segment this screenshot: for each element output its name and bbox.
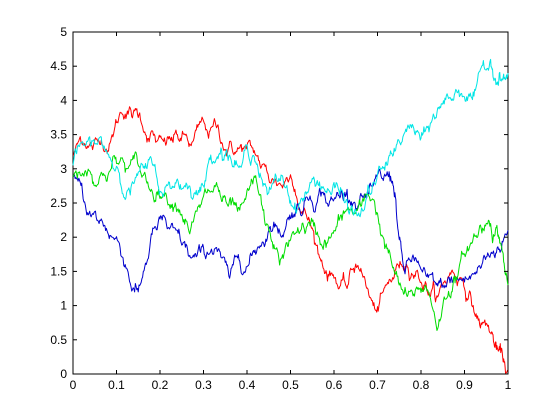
series-layer xyxy=(72,58,509,375)
y-tick-label: 3 xyxy=(60,162,67,176)
x-tick-label: 0.2 xyxy=(152,378,169,392)
y-tick-label: 3.5 xyxy=(50,128,67,142)
y-tick-label: 2 xyxy=(60,230,67,244)
x-tick-label: 0.9 xyxy=(456,378,473,392)
y-tick-label: 5 xyxy=(60,25,67,39)
x-tick-label: 0.3 xyxy=(195,378,212,392)
x-tick-label: 0 xyxy=(70,378,77,392)
x-tick-label: 0.1 xyxy=(108,378,125,392)
x-tick-label: 0.4 xyxy=(239,378,256,392)
x-tick-label: 0.5 xyxy=(282,378,299,392)
y-tick-label: 4.5 xyxy=(50,59,67,73)
y-tick-label: 0.5 xyxy=(50,333,67,347)
x-tick-label: 0.6 xyxy=(326,378,343,392)
series-line-3 xyxy=(72,151,509,331)
series-line-2 xyxy=(72,168,509,293)
y-tick-label: 1.5 xyxy=(50,264,67,278)
x-tick-label: 0.8 xyxy=(413,378,430,392)
series-line-4 xyxy=(72,58,509,218)
y-tick-label: 2.5 xyxy=(50,196,67,210)
x-tick-label: 1 xyxy=(505,378,512,392)
y-tick-label: 4 xyxy=(60,93,67,107)
y-tick-label: 1 xyxy=(60,299,67,313)
y-tick-label: 0 xyxy=(60,367,67,381)
x-tick-label: 0.7 xyxy=(369,378,386,392)
y-axis-ticks: 0 0.5 1 1.5 2 2.5 3 3.5 4 4.5 5 xyxy=(50,25,508,381)
x-axis-ticks: 0 0.1 0.2 0.3 0.4 0.5 0.6 0.7 0.8 0.9 1 xyxy=(70,32,512,392)
